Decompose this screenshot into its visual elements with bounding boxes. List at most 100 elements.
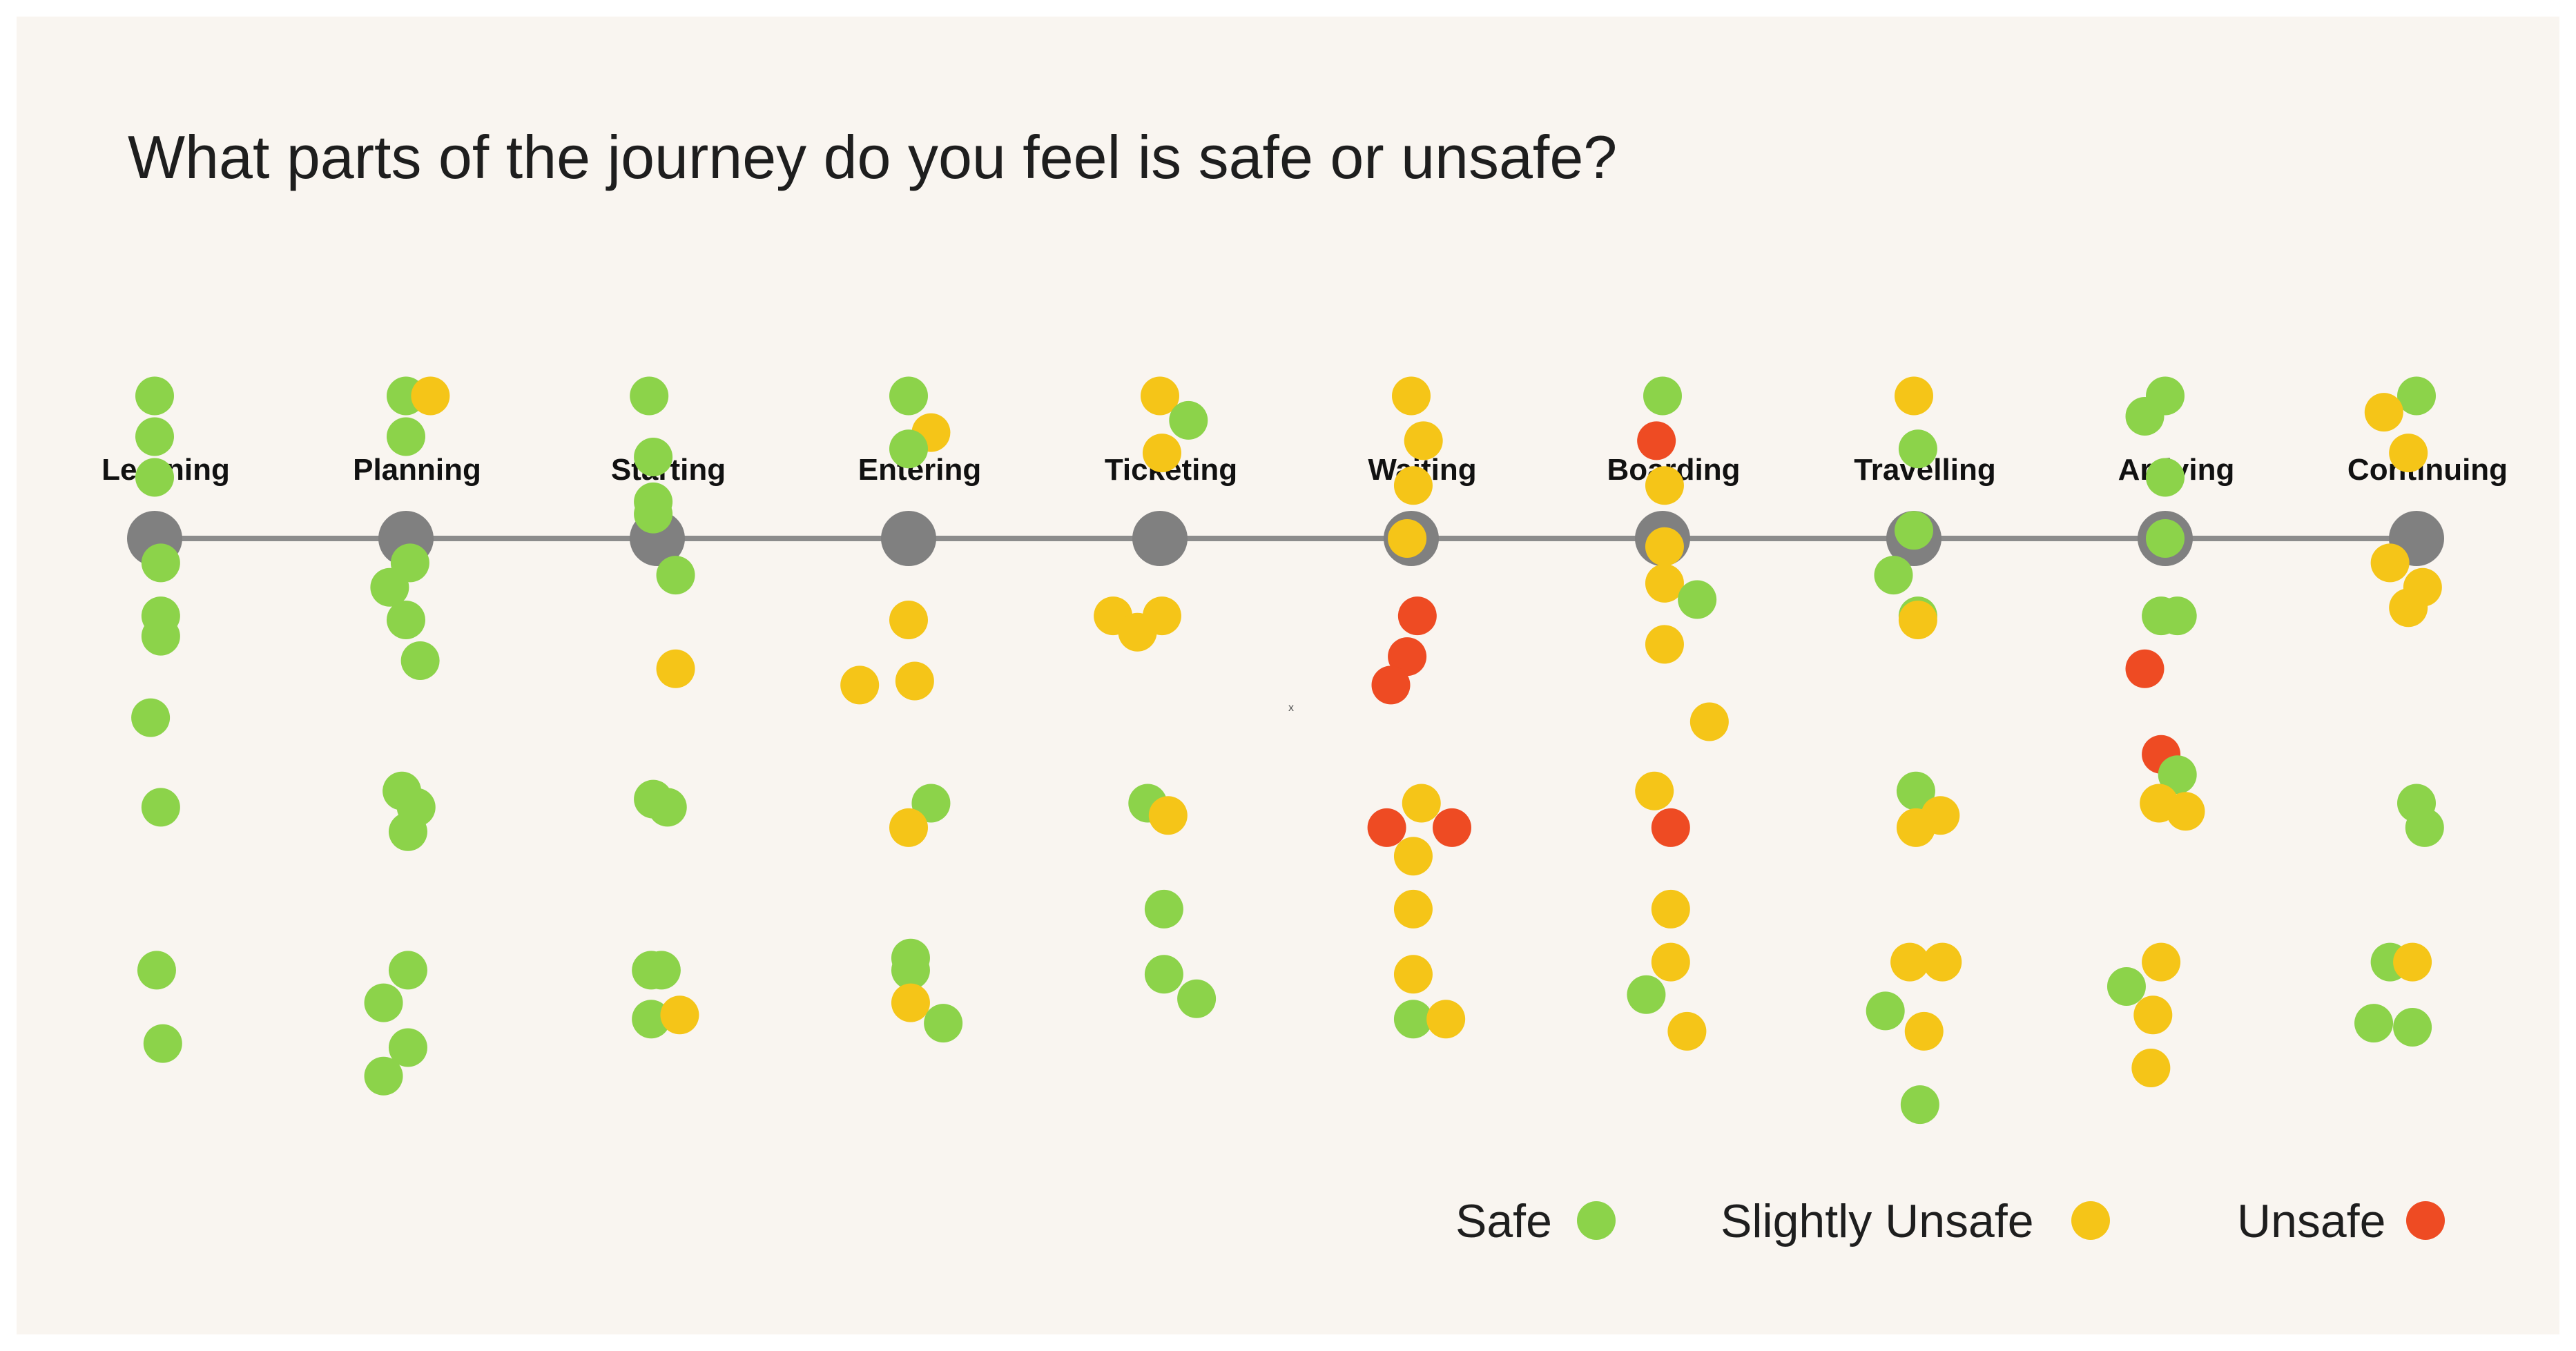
point-starting-safe [634, 494, 673, 534]
point-entering-slightly [889, 808, 928, 847]
point-continuing-slightly [2370, 543, 2410, 583]
point-boarding-safe [1643, 376, 1682, 416]
point-planning-safe [364, 983, 403, 1022]
point-travelling-slightly [1923, 942, 1962, 982]
stage-label-continuing: Continuing [2347, 453, 2508, 487]
point-travelling-slightly [1895, 376, 1933, 416]
point-travelling-slightly [1904, 1011, 1944, 1051]
point-planning-safe [364, 1056, 403, 1096]
point-continuing-safe [2397, 376, 2436, 416]
point-entering-safe [891, 951, 930, 990]
point-waiting-unsafe [1367, 808, 1406, 847]
point-entering-slightly [840, 665, 880, 705]
point-waiting-unsafe [1433, 808, 1471, 847]
point-starting-safe [632, 1000, 671, 1039]
point-boarding-slightly [1689, 702, 1729, 741]
point-ticketing-safe [1177, 979, 1217, 1018]
point-planning-slightly [411, 376, 450, 416]
point-learning-safe [141, 788, 180, 827]
point-starting-safe [630, 376, 669, 416]
point-continuing-safe [2405, 808, 2444, 847]
point-waiting-slightly [1388, 519, 1427, 558]
point-learning-safe [141, 543, 180, 583]
point-entering-slightly [895, 661, 934, 701]
point-planning-safe [388, 812, 427, 851]
point-ticketing-slightly [1141, 376, 1179, 416]
point-arriving-unsafe [2125, 649, 2165, 688]
point-arriving-slightly [2142, 942, 2181, 982]
point-arriving-slightly [2133, 995, 2173, 1035]
point-boarding-slightly [1651, 942, 1690, 982]
point-continuing-safe [2354, 1004, 2394, 1043]
stage-node-ticketing [1132, 511, 1188, 566]
point-arriving-safe [2158, 596, 2197, 636]
point-boarding-slightly [1635, 771, 1674, 810]
point-continuing-slightly [2393, 942, 2432, 982]
point-travelling-safe [1896, 771, 1935, 810]
point-waiting-slightly [1393, 955, 1433, 994]
point-learning-safe [131, 698, 171, 737]
legend-swatch-slightly [2071, 1201, 2110, 1240]
point-waiting-safe [1393, 1000, 1433, 1039]
point-arriving-safe [2146, 458, 2185, 497]
point-entering-safe [911, 784, 951, 823]
point-boarding-slightly [1645, 527, 1684, 566]
point-starting-safe [648, 788, 687, 827]
point-starting-safe [656, 556, 695, 595]
response-points [131, 376, 2444, 1125]
point-continuing-slightly [2389, 434, 2428, 473]
legend-label-slightly: Slightly Unsafe [1721, 1195, 2034, 1247]
point-travelling-safe [1898, 429, 1937, 469]
stray-mark: x [1288, 702, 1294, 714]
point-ticketing-safe [1169, 400, 1208, 440]
point-continuing-slightly [2389, 588, 2428, 628]
point-planning-safe [388, 1028, 427, 1067]
stage-node-entering [881, 511, 936, 566]
point-waiting-slightly [1426, 1000, 1466, 1039]
point-waiting-slightly [1393, 889, 1433, 929]
point-travelling-slightly [1896, 808, 1935, 847]
point-waiting-slightly [1393, 837, 1433, 876]
point-arriving-slightly [2131, 1049, 2171, 1087]
point-travelling-safe [1874, 556, 1913, 595]
point-ticketing-slightly [1148, 796, 1188, 835]
point-arriving-safe [2158, 755, 2197, 795]
legend-label-safe: Safe [1455, 1195, 1552, 1247]
point-boarding-unsafe [1651, 808, 1690, 847]
point-continuing-safe [2393, 1008, 2432, 1047]
point-boarding-slightly [1651, 889, 1690, 929]
point-travelling-slightly [1898, 601, 1937, 639]
point-arriving-safe [2146, 519, 2185, 558]
point-travelling-safe [1895, 511, 1933, 550]
point-travelling-slightly [1890, 942, 1930, 982]
point-entering-safe [924, 1004, 963, 1043]
point-learning-safe [143, 1024, 182, 1063]
point-arriving-slightly [2166, 792, 2205, 831]
point-boarding-slightly [1645, 625, 1684, 664]
point-ticketing-safe [1144, 955, 1183, 994]
point-planning-safe [387, 601, 425, 639]
point-planning-safe [400, 641, 440, 680]
point-continuing-slightly [2364, 393, 2403, 432]
point-boarding-unsafe [1637, 421, 1676, 460]
point-waiting-unsafe [1388, 637, 1427, 677]
point-arriving-safe [2107, 967, 2146, 1006]
legend-label-unsafe: Unsafe [2237, 1195, 2385, 1247]
point-waiting-unsafe [1371, 665, 1411, 705]
point-boarding-slightly [1645, 563, 1684, 603]
point-boarding-safe [1678, 580, 1717, 619]
point-ticketing-safe [1144, 889, 1183, 929]
point-boarding-slightly [1645, 466, 1684, 505]
point-boarding-safe [1627, 975, 1666, 1014]
point-waiting-slightly [1404, 421, 1443, 460]
legend-swatch-unsafe [2406, 1201, 2445, 1240]
point-starting-safe [634, 438, 673, 476]
point-waiting-slightly [1402, 784, 1441, 823]
point-learning-safe [135, 458, 174, 497]
point-waiting-slightly [1393, 466, 1433, 505]
chart-legend: Safe Slightly Unsafe Unsafe [1455, 1195, 2445, 1247]
stage-label-planning: Planning [353, 453, 481, 487]
point-learning-safe [141, 616, 180, 656]
point-entering-slightly [889, 601, 928, 639]
